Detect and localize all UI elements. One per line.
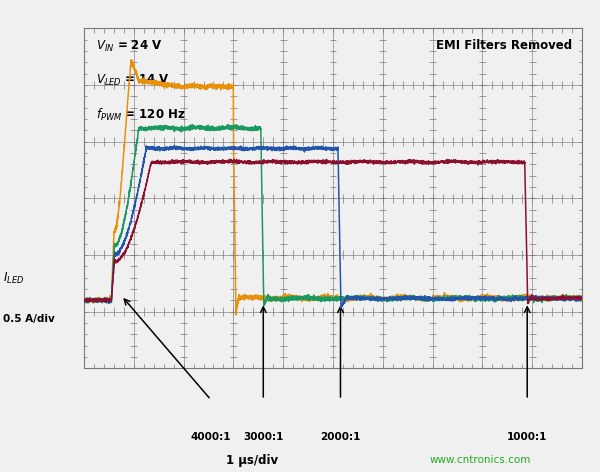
- Text: 2000:1: 2000:1: [320, 431, 361, 442]
- Text: $V_{IN}$ = 24 V: $V_{IN}$ = 24 V: [97, 39, 163, 54]
- Text: www.cntronics.com: www.cntronics.com: [430, 455, 530, 465]
- Text: 3000:1: 3000:1: [243, 431, 283, 442]
- Text: 1 μs/div: 1 μs/div: [226, 454, 278, 467]
- Text: 0.5 A/div: 0.5 A/div: [3, 314, 55, 324]
- Text: 1000:1: 1000:1: [507, 431, 547, 442]
- Text: $f_{PWM}$ = 120 Hz: $f_{PWM}$ = 120 Hz: [97, 107, 186, 123]
- Text: 4000:1: 4000:1: [191, 431, 231, 442]
- Text: $I_{LED}$: $I_{LED}$: [3, 271, 24, 286]
- Text: $V_{LED}$ = 14 V: $V_{LED}$ = 14 V: [97, 73, 170, 88]
- Text: EMI Filters Removed: EMI Filters Removed: [436, 39, 572, 51]
